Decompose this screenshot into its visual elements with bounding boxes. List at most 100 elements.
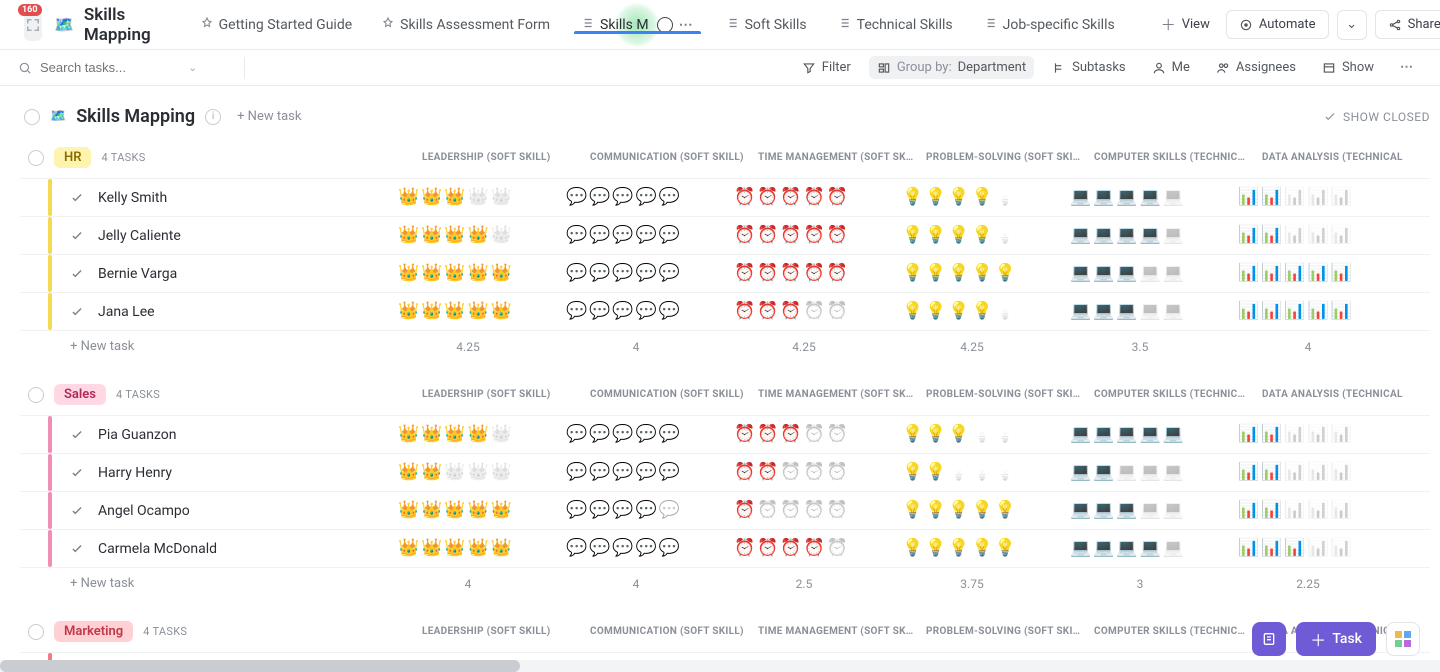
rating-cell[interactable]: 👑👑👑👑👑 xyxy=(398,265,566,282)
collapse-group-icon[interactable] xyxy=(28,387,44,403)
rating-cell[interactable]: 💡💡💡💡💡 xyxy=(902,303,1070,320)
search-expand-icon[interactable]: ⌄ xyxy=(188,61,197,74)
rating-cell[interactable]: 💻💻💻💻💻 xyxy=(1070,464,1238,481)
rating-cell[interactable]: 💻💻💻💻💻 xyxy=(1070,303,1238,320)
check-icon[interactable] xyxy=(70,229,84,243)
subtasks-button[interactable]: Subtasks xyxy=(1044,56,1134,79)
task-name[interactable]: Pia Guanzon xyxy=(98,427,398,443)
search-input[interactable] xyxy=(40,60,180,75)
column-header[interactable]: TIME MANAGEMENT (SOFT SKILL) xyxy=(758,152,926,163)
group-pill[interactable]: Sales xyxy=(54,384,106,405)
tab-soft-skills[interactable]: Soft Skills xyxy=(711,0,821,49)
rating-cell[interactable]: ⏰⏰⏰⏰⏰ xyxy=(734,189,902,206)
check-icon[interactable] xyxy=(70,267,84,281)
rating-cell[interactable]: 💡💡💡💡💡 xyxy=(902,227,1070,244)
rating-cell[interactable]: 📊📊📊📊📊 xyxy=(1238,265,1406,282)
column-header[interactable]: PROBLEM-SOLVING (SOFT SKIL... xyxy=(926,626,1094,637)
column-header[interactable]: DATA ANALYSIS (TECHNICAL xyxy=(1262,152,1430,163)
column-header[interactable]: COMPUTER SKILLS (TECHNICA... xyxy=(1094,626,1262,637)
rating-cell[interactable]: 📊📊📊📊📊 xyxy=(1238,540,1406,557)
automate-button[interactable]: Automate xyxy=(1226,10,1329,39)
new-task-button[interactable]: + New task xyxy=(70,339,384,354)
rating-cell[interactable]: 💡💡💡💡💡 xyxy=(902,189,1070,206)
collapse-group-icon[interactable] xyxy=(28,624,44,640)
rating-cell[interactable]: 👑👑👑👑👑 xyxy=(398,189,566,206)
tab-more-icon[interactable]: ⋯ xyxy=(679,17,695,33)
rating-cell[interactable]: 📊📊📊📊📊 xyxy=(1238,502,1406,519)
rating-cell[interactable]: 💻💻💻💻💻 xyxy=(1070,540,1238,557)
rating-cell[interactable]: 👑👑👑👑👑 xyxy=(398,464,566,481)
rating-cell[interactable]: 💬💬💬💬💬 xyxy=(566,502,734,519)
tab-getting-started-guide[interactable]: Getting Started Guide xyxy=(187,0,367,49)
rating-cell[interactable]: 📊📊📊📊📊 xyxy=(1238,227,1406,244)
rating-cell[interactable]: 👑👑👑👑👑 xyxy=(398,502,566,519)
rating-cell[interactable]: ⏰⏰⏰⏰⏰ xyxy=(734,502,902,519)
table-row[interactable]: Bernie Varga👑👑👑👑👑💬💬💬💬💬⏰⏰⏰⏰⏰💡💡💡💡💡💻💻💻💻💻📊📊📊… xyxy=(20,254,1430,292)
rating-cell[interactable]: 💻💻💻💻💻 xyxy=(1070,227,1238,244)
tab-technical-skills[interactable]: Technical Skills xyxy=(823,0,967,49)
column-header[interactable]: PROBLEM-SOLVING (SOFT SKIL... xyxy=(926,389,1094,400)
column-header[interactable]: COMMUNICATION (SOFT SKILL) xyxy=(590,626,758,637)
check-icon[interactable] xyxy=(70,542,84,556)
show-button[interactable]: Show xyxy=(1314,56,1382,79)
table-row[interactable]: Angel Ocampo👑👑👑👑👑💬💬💬💬💬⏰⏰⏰⏰⏰💡💡💡💡💡💻💻💻💻💻📊📊📊… xyxy=(20,491,1430,529)
automate-dropdown[interactable]: ⌄ xyxy=(1337,10,1367,40)
rating-cell[interactable]: 💻💻💻💻💻 xyxy=(1070,502,1238,519)
column-header[interactable]: COMPUTER SKILLS (TECHNICA... xyxy=(1094,152,1262,163)
column-header[interactable]: TIME MANAGEMENT (SOFT SKILL) xyxy=(758,626,926,637)
rating-cell[interactable]: ⏰⏰⏰⏰⏰ xyxy=(734,464,902,481)
task-name[interactable]: Jana Lee xyxy=(98,304,398,320)
table-row[interactable]: Carmela McDonald👑👑👑👑👑💬💬💬💬💬⏰⏰⏰⏰⏰💡💡💡💡💡💻💻💻💻… xyxy=(20,529,1430,567)
info-icon[interactable]: i xyxy=(205,109,221,125)
check-icon[interactable] xyxy=(70,466,84,480)
rating-cell[interactable]: 💡💡💡💡💡 xyxy=(902,540,1070,557)
rating-cell[interactable]: 💬💬💬💬💬 xyxy=(566,189,734,206)
rating-cell[interactable]: 💡💡💡💡💡 xyxy=(902,265,1070,282)
table-row[interactable]: Pia Guanzon👑👑👑👑👑💬💬💬💬💬⏰⏰⏰⏰⏰💡💡💡💡💡💻💻💻💻💻📊📊📊📊… xyxy=(20,415,1430,453)
apps-fab[interactable] xyxy=(1386,622,1420,656)
tab-job-specific-skills[interactable]: Job-specific Skills xyxy=(969,0,1129,49)
rating-cell[interactable]: 👑👑👑👑👑 xyxy=(398,540,566,557)
rating-cell[interactable]: ⏰⏰⏰⏰⏰ xyxy=(734,426,902,443)
collapse-section-icon[interactable] xyxy=(24,109,40,125)
rating-cell[interactable]: 💬💬💬💬💬 xyxy=(566,227,734,244)
me-button[interactable]: Me xyxy=(1144,56,1198,79)
check-icon[interactable] xyxy=(70,191,84,205)
column-header[interactable]: COMPUTER SKILLS (TECHNICA... xyxy=(1094,389,1262,400)
table-row[interactable]: Harry Henry👑👑👑👑👑💬💬💬💬💬⏰⏰⏰⏰⏰💡💡💡💡💡💻💻💻💻💻📊📊📊📊… xyxy=(20,453,1430,491)
rating-cell[interactable]: 💻💻💻💻💻 xyxy=(1070,426,1238,443)
search-icon[interactable] xyxy=(18,61,32,75)
more-icon[interactable]: ⋯ xyxy=(1392,56,1422,79)
column-header[interactable]: TIME MANAGEMENT (SOFT SKILL) xyxy=(758,389,926,400)
rating-cell[interactable]: 💡💡💡💡💡 xyxy=(902,426,1070,443)
check-icon[interactable] xyxy=(70,428,84,442)
rating-cell[interactable]: 📊📊📊📊📊 xyxy=(1238,303,1406,320)
column-header[interactable]: LEADERSHIP (SOFT SKILL) xyxy=(422,626,590,637)
check-icon[interactable] xyxy=(70,504,84,518)
assignees-button[interactable]: Assignees xyxy=(1208,56,1304,79)
column-header[interactable]: COMMUNICATION (SOFT SKILL) xyxy=(590,389,758,400)
column-header[interactable]: LEADERSHIP (SOFT SKILL) xyxy=(422,389,590,400)
rating-cell[interactable]: ⏰⏰⏰⏰⏰ xyxy=(734,303,902,320)
task-name[interactable]: Carmela McDonald xyxy=(98,541,398,557)
rating-cell[interactable]: 💬💬💬💬💬 xyxy=(566,426,734,443)
column-header[interactable]: LEADERSHIP (SOFT SKILL) xyxy=(422,152,590,163)
task-name[interactable]: Kelly Smith xyxy=(98,190,398,206)
table-row[interactable]: Jelly Caliente👑👑👑👑👑💬💬💬💬💬⏰⏰⏰⏰⏰💡💡💡💡💡💻💻💻💻💻📊… xyxy=(20,216,1430,254)
notes-fab[interactable] xyxy=(1252,622,1286,656)
rating-cell[interactable]: 👑👑👑👑👑 xyxy=(398,426,566,443)
task-name[interactable]: Bernie Varga xyxy=(98,266,398,282)
column-header[interactable]: PROBLEM-SOLVING (SOFT SKIL... xyxy=(926,152,1094,163)
task-name[interactable]: Harry Henry xyxy=(98,465,398,481)
new-task-fab[interactable]: ＋Task xyxy=(1296,622,1376,656)
rating-cell[interactable]: 💬💬💬💬💬 xyxy=(566,303,734,320)
task-name[interactable]: Angel Ocampo xyxy=(98,503,398,519)
rating-cell[interactable]: 📊📊📊📊📊 xyxy=(1238,189,1406,206)
horizontal-scrollbar[interactable] xyxy=(0,660,1440,672)
rating-cell[interactable]: 💡💡💡💡💡 xyxy=(902,464,1070,481)
rating-cell[interactable]: ⏰⏰⏰⏰⏰ xyxy=(734,227,902,244)
rating-cell[interactable]: 💡💡💡💡💡 xyxy=(902,502,1070,519)
task-name[interactable]: Jelly Caliente xyxy=(98,228,398,244)
rating-cell[interactable]: ⏰⏰⏰⏰⏰ xyxy=(734,540,902,557)
show-closed-button[interactable]: SHOW CLOSED xyxy=(1323,110,1430,124)
